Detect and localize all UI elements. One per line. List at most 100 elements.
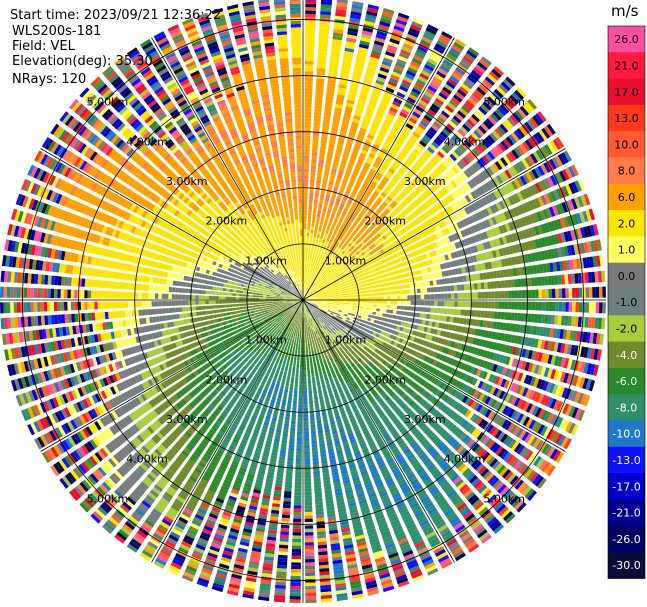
velocity-gate <box>316 217 320 221</box>
velocity-gate <box>459 159 467 168</box>
velocity-gate <box>343 208 349 213</box>
velocity-gate <box>322 295 327 297</box>
velocity-gate <box>470 191 478 200</box>
velocity-gate <box>306 236 310 240</box>
velocity-gate <box>492 130 501 140</box>
velocity-gate <box>353 168 360 174</box>
velocity-gate <box>285 213 290 218</box>
velocity-gate <box>365 108 374 114</box>
velocity-gate <box>372 89 381 96</box>
velocity-gate <box>381 125 389 132</box>
velocity-gate <box>492 203 500 213</box>
velocity-gate <box>305 47 315 52</box>
ppi-plot <box>0 0 606 603</box>
velocity-gate <box>574 273 579 284</box>
velocity-gate <box>345 264 349 268</box>
velocity-gate <box>473 235 479 243</box>
velocity-gate <box>297 239 300 243</box>
velocity-gate <box>293 87 302 92</box>
velocity-gate <box>328 275 332 279</box>
velocity-gate <box>463 238 470 246</box>
velocity-gate <box>315 281 319 285</box>
velocity-gate <box>456 276 461 283</box>
velocity-gate <box>371 146 379 153</box>
velocity-gate <box>566 245 572 256</box>
velocity-gate <box>583 242 589 253</box>
velocity-gate <box>296 155 302 159</box>
velocity-gate <box>494 291 499 299</box>
velocity-gate <box>309 299 314 300</box>
velocity-gate <box>294 108 302 112</box>
velocity-gate <box>537 165 545 176</box>
velocity-gate <box>394 264 399 270</box>
velocity-gate <box>416 282 421 288</box>
velocity-gate <box>530 226 537 237</box>
velocity-gate <box>352 262 357 267</box>
velocity-gate <box>439 188 447 196</box>
velocity-gate <box>306 263 309 267</box>
velocity-gate <box>371 237 376 243</box>
velocity-gate <box>588 287 593 298</box>
velocity-gate <box>573 244 579 255</box>
velocity-gate <box>317 169 323 174</box>
velocity-gate <box>334 272 339 276</box>
velocity-gate <box>563 231 570 242</box>
velocity-gate <box>375 218 381 224</box>
velocity-gate <box>504 223 511 232</box>
velocity-gate <box>403 261 409 266</box>
velocity-gate <box>303 222 307 226</box>
velocity-gate <box>315 220 320 225</box>
velocity-gate <box>471 292 475 299</box>
velocity-gate <box>482 120 492 130</box>
velocity-gate <box>380 274 385 279</box>
velocity-gate <box>286 217 290 221</box>
velocity-gate <box>345 245 350 250</box>
velocity-gate <box>308 209 312 213</box>
velocity-gate <box>562 288 566 298</box>
velocity-gate <box>376 239 382 244</box>
velocity-gate <box>327 223 332 228</box>
velocity-gate <box>317 207 322 211</box>
velocity-gate <box>578 287 583 298</box>
velocity-gate <box>430 216 437 224</box>
velocity-gate <box>371 243 377 248</box>
velocity-gate <box>483 208 490 217</box>
velocity-gate <box>443 262 448 269</box>
velocity-gate <box>543 178 552 189</box>
velocity-gate <box>293 263 296 268</box>
velocity-gate <box>289 155 295 160</box>
velocity-gate <box>306 291 309 295</box>
velocity-gate <box>483 282 488 290</box>
velocity-gate <box>413 227 420 234</box>
velocity-gate <box>453 223 460 231</box>
velocity-gate <box>368 130 376 137</box>
velocity-gate <box>418 123 427 131</box>
velocity-gate <box>293 233 296 237</box>
velocity-gate <box>426 281 431 286</box>
velocity-gate <box>390 254 395 260</box>
velocity-gate <box>368 245 374 250</box>
velocity-gate <box>304 61 314 65</box>
velocity-gate <box>540 163 548 175</box>
velocity-gate <box>385 138 393 145</box>
velocity-gate <box>420 39 431 47</box>
velocity-gate <box>325 263 329 268</box>
velocity-gate <box>396 251 402 257</box>
velocity-gate <box>408 193 415 200</box>
velocity-gate <box>306 298 310 300</box>
velocity-gate <box>454 268 460 275</box>
velocity-gate <box>346 295 350 298</box>
velocity-gate <box>352 171 359 177</box>
velocity-gate <box>489 271 494 279</box>
velocity-gate <box>467 75 478 85</box>
velocity-gate <box>497 213 504 223</box>
velocity-gate <box>298 266 300 270</box>
velocity-gate <box>373 118 381 125</box>
velocity-gate <box>389 129 398 136</box>
velocity-gate <box>427 24 439 32</box>
velocity-gate <box>486 166 494 176</box>
velocity-gate <box>491 91 502 101</box>
velocity-gate <box>292 57 302 62</box>
velocity-gate <box>317 259 321 263</box>
velocity-gate <box>234 278 239 283</box>
